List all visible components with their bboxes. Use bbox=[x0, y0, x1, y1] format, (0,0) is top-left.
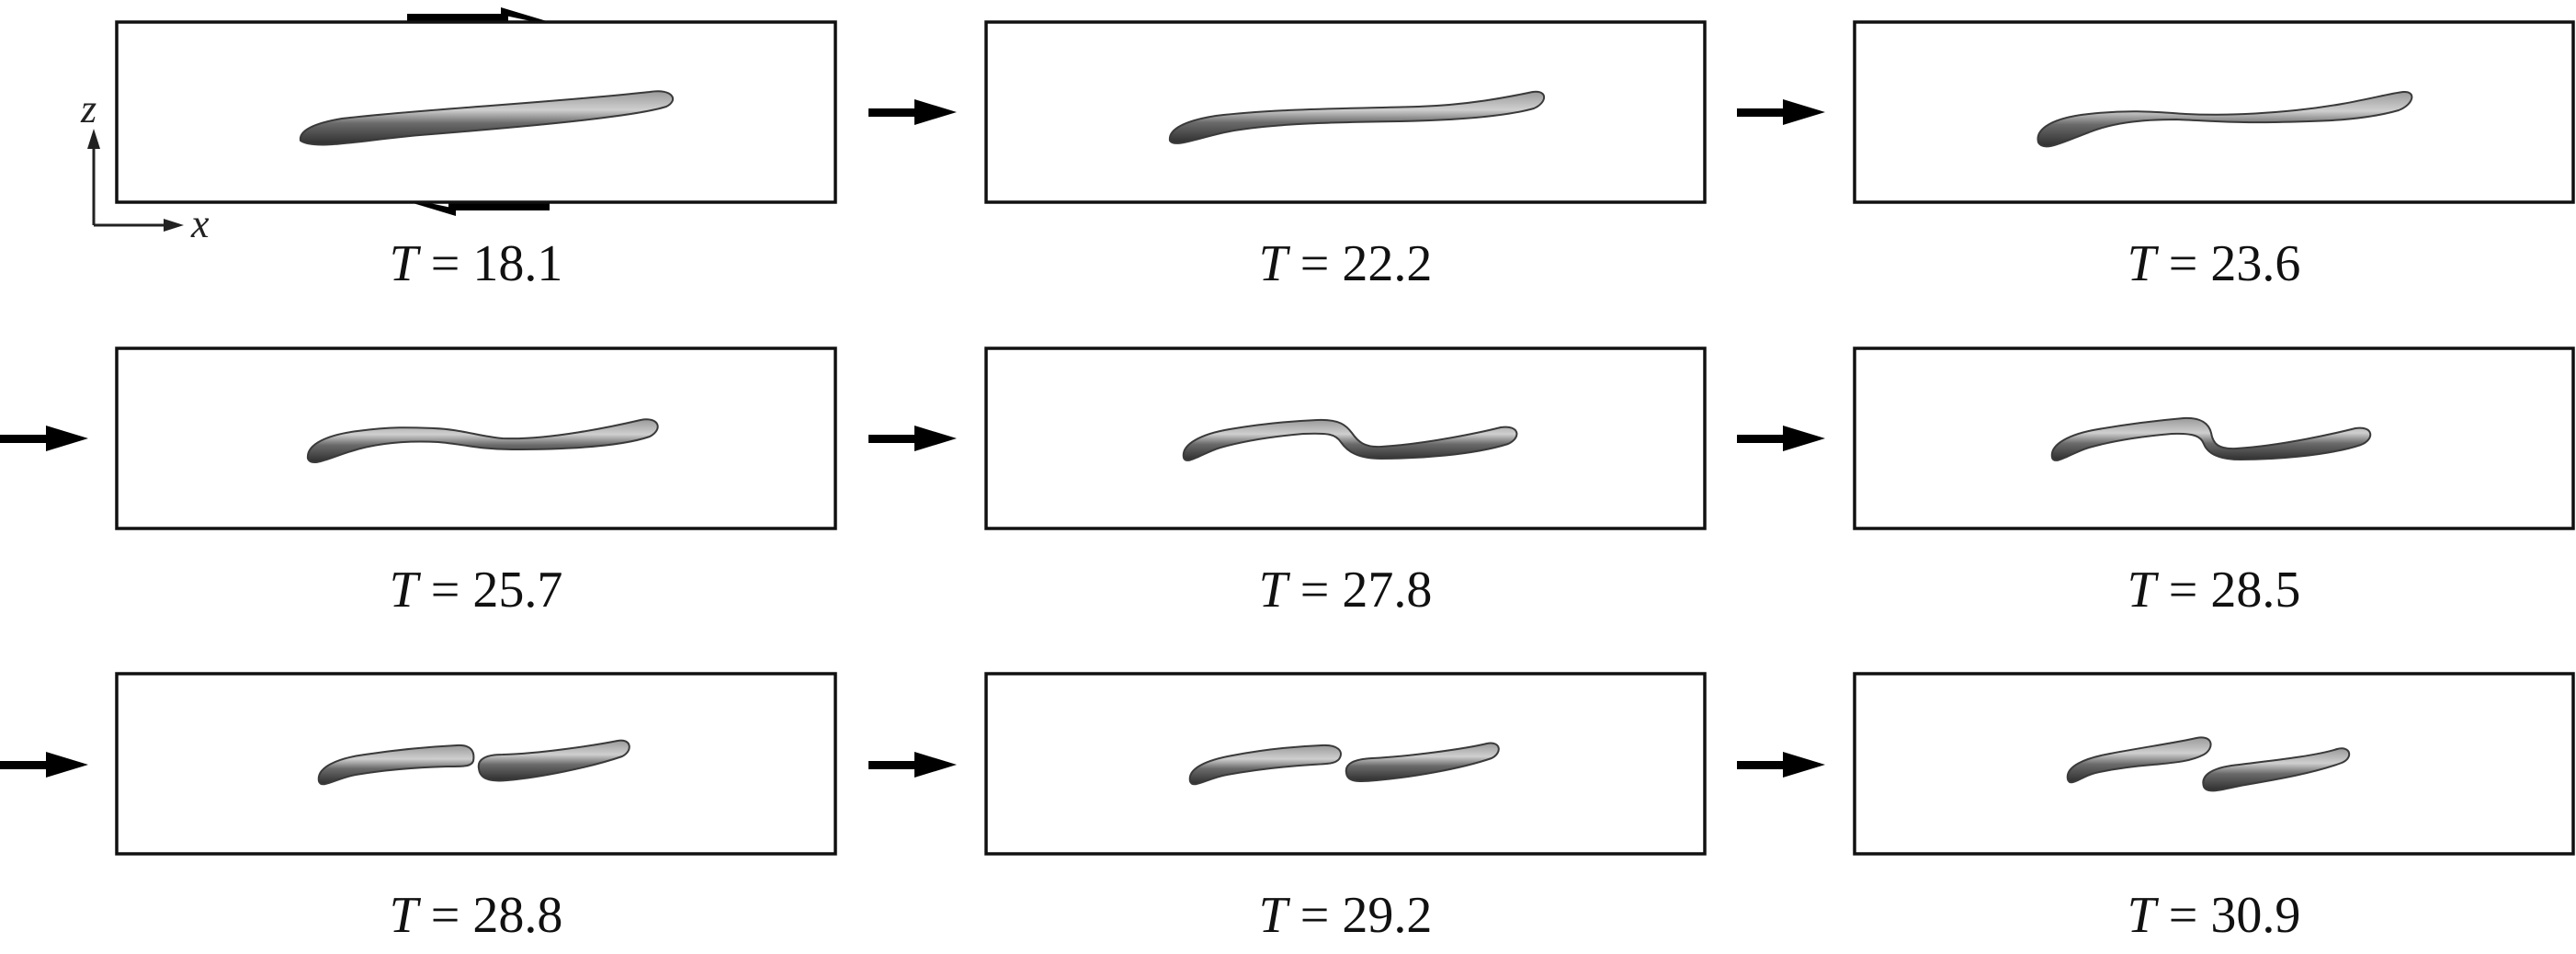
coordinate-axes: z x bbox=[80, 86, 210, 246]
droplet-segment-1 bbox=[299, 90, 675, 146]
time-caption: T = 28.5 bbox=[2128, 562, 2301, 619]
time-caption: T = 22.2 bbox=[1259, 235, 1433, 292]
droplet-segment-1 bbox=[2037, 90, 2413, 148]
droplet-segment-1 bbox=[2050, 416, 2372, 461]
time-caption: T = 27.8 bbox=[1259, 562, 1433, 619]
droplet-segment-2 bbox=[1345, 742, 1500, 782]
droplet-segment-2 bbox=[2202, 747, 2351, 792]
time-caption: T = 23.6 bbox=[2128, 235, 2301, 292]
panel-frame bbox=[984, 672, 1707, 856]
axis-label-z: z bbox=[80, 86, 96, 131]
droplet-segment-1 bbox=[1188, 744, 1342, 786]
panel-frame bbox=[115, 672, 837, 856]
droplet-segment-1 bbox=[306, 418, 659, 463]
sequence-arrow-5 bbox=[1737, 426, 1825, 451]
sequence-arrows bbox=[0, 99, 1825, 778]
droplet-segment-1 bbox=[1168, 90, 1546, 144]
time-caption: T = 28.8 bbox=[390, 887, 563, 944]
droplet-segment-1 bbox=[2066, 736, 2212, 784]
sequence-arrow-8 bbox=[1737, 752, 1825, 778]
panel-4: T = 25.7 bbox=[115, 346, 837, 619]
droplet bbox=[1182, 418, 1518, 461]
time-caption: T = 29.2 bbox=[1259, 887, 1433, 944]
sequence-arrow-1 bbox=[868, 99, 957, 125]
sequence-arrow-4 bbox=[868, 426, 957, 451]
panel-frame bbox=[1853, 346, 2575, 530]
droplet-segment-2 bbox=[477, 739, 630, 782]
panel-2: T = 22.2 bbox=[984, 20, 1707, 292]
droplet-segment-1 bbox=[1182, 418, 1518, 461]
droplet bbox=[2066, 736, 2351, 792]
axis-label-x: x bbox=[190, 201, 210, 246]
droplet bbox=[2050, 416, 2372, 461]
panel-9: T = 30.9 bbox=[1853, 672, 2575, 944]
panel-7: T = 28.8 bbox=[115, 672, 837, 944]
panel-grid: T = 18.1 T = 22.2 T = 23.6 T = 25.7 T = 27.8… bbox=[115, 20, 2575, 944]
droplet bbox=[299, 90, 675, 146]
time-caption: T = 25.7 bbox=[390, 562, 563, 619]
panel-1: T = 18.1 bbox=[115, 20, 837, 292]
droplet bbox=[2037, 90, 2413, 148]
sequence-arrow-2 bbox=[1737, 99, 1825, 125]
time-caption: T = 18.1 bbox=[390, 235, 563, 292]
time-caption: T = 30.9 bbox=[2128, 887, 2301, 944]
panel-6: T = 28.5 bbox=[1853, 346, 2575, 619]
droplet bbox=[1188, 742, 1500, 786]
droplet-segment-1 bbox=[317, 744, 475, 786]
sequence-arrow-6 bbox=[0, 752, 88, 778]
sequence-arrow-3 bbox=[0, 426, 88, 451]
panel-frame bbox=[1853, 20, 2575, 204]
panel-5: T = 27.8 bbox=[984, 346, 1707, 619]
droplet bbox=[317, 739, 630, 786]
panel-3: T = 23.6 bbox=[1853, 20, 2575, 292]
panel-frame bbox=[1853, 672, 2575, 856]
panel-8: T = 29.2 bbox=[984, 672, 1707, 944]
sequence-arrow-7 bbox=[868, 752, 957, 778]
droplet bbox=[1168, 90, 1546, 144]
droplet bbox=[306, 418, 659, 463]
